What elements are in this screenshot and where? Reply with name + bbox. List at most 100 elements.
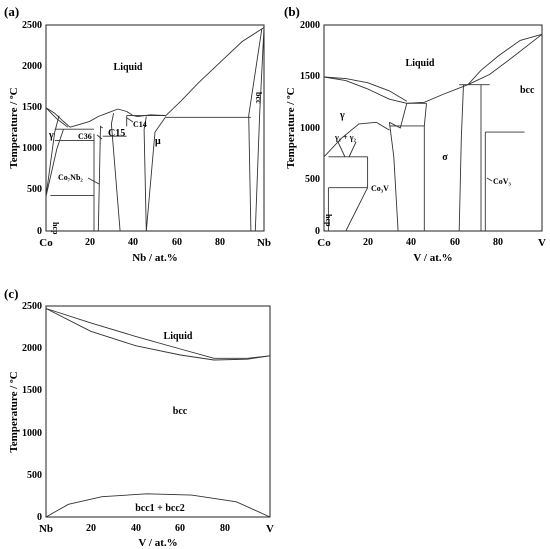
x-tick-label: 20 <box>86 523 96 534</box>
phase-boundary-curve <box>406 84 469 104</box>
phase-label-hcp: hcp <box>51 222 60 235</box>
y-tick-label: 500 <box>27 470 42 481</box>
y-axis-title: Temperature / ºC <box>285 87 297 168</box>
x-tick-label: 80 <box>493 237 503 248</box>
phase-label-co7nb2: Co₇Nb₂ <box>58 173 83 182</box>
phase-boundary-curve <box>69 108 119 128</box>
x-end-label: Co <box>317 237 331 249</box>
phase-label-bcc: bcc <box>254 92 263 104</box>
panel-b: (b) 0 500 1000 1500 2000 Co 20 40 60 80 … <box>284 4 546 264</box>
label-pointer <box>486 177 493 182</box>
y-tick-label: 2000 <box>22 61 42 72</box>
label-pointer <box>337 141 346 158</box>
plot-frame <box>323 24 543 232</box>
y-axis-title: Temperature / ºC <box>8 371 20 452</box>
phase-boundary-curve <box>45 107 69 128</box>
label-pointer <box>126 117 134 123</box>
label-pointer <box>87 177 100 185</box>
curves <box>45 27 265 232</box>
x-axis-title: V / at.% <box>413 252 452 264</box>
phase-boundary-curve <box>323 76 408 102</box>
phase-boundary-curve <box>143 116 147 232</box>
phase-label-gamma: γ <box>48 130 54 141</box>
phase-boundary-curve <box>110 113 121 232</box>
phase-label-c36: C36 <box>78 132 92 141</box>
label-pointer <box>348 141 357 158</box>
phase-boundary-curve <box>458 84 464 232</box>
panel-letter: (c) <box>4 286 18 301</box>
phase-label-c15: C15 <box>108 128 125 139</box>
phase-label-co3v: Co₃V <box>371 184 389 193</box>
x-end-label: V <box>538 237 546 249</box>
phase-label-gamma1-gamma2: γ₁ + γ₂ <box>334 133 356 142</box>
phase-boundary-curve <box>97 125 103 232</box>
x-tick-label: 40 <box>131 523 141 534</box>
panel-letter: (b) <box>284 4 300 19</box>
phase-boundary-curve <box>45 129 64 197</box>
y-tick-label: 1500 <box>300 71 320 82</box>
phase-boundary-curve <box>467 33 543 86</box>
tie-lines <box>328 84 525 189</box>
y-tick-label: 1000 <box>300 123 320 134</box>
panel-letter: (a) <box>4 4 19 19</box>
x-tick-label: 60 <box>172 237 182 248</box>
y-tick-label: 500 <box>305 174 320 185</box>
phase-boundary-curve <box>145 116 167 232</box>
phase-boundary-curve <box>323 76 407 104</box>
phase-label-bcc: bcc <box>173 406 188 417</box>
y-tick-label: 2500 <box>22 301 42 312</box>
curves <box>45 308 271 518</box>
y-tick-label: 1000 <box>22 428 42 439</box>
phase-boundary-curve <box>467 33 543 86</box>
x-end-label: Nb <box>257 237 271 249</box>
x-end-label: V <box>266 523 274 535</box>
phase-boundary-curve <box>248 29 263 232</box>
y-tick-label: 1500 <box>22 385 42 396</box>
y-tick-label: 1000 <box>22 143 42 154</box>
x-axis-title: Nb / at.% <box>132 252 178 264</box>
phase-label-c14: C14 <box>133 120 147 129</box>
y-tick-label: 2000 <box>300 20 320 31</box>
phase-label-bcc: bcc <box>520 85 535 96</box>
phase-boundary-curve <box>388 122 399 232</box>
x-tick-label: 60 <box>450 237 460 248</box>
phase-label-liquid: Liquid <box>406 58 435 69</box>
y-tick-label: 2000 <box>22 343 42 354</box>
x-tick-label: 60 <box>175 523 185 534</box>
y-tick-label: 2500 <box>22 20 42 31</box>
phase-boundary-curve <box>323 121 390 158</box>
phase-label-cov3: CoV₃ <box>493 177 512 186</box>
x-tick-label: 80 <box>215 237 225 248</box>
phase-label-sigma: σ <box>442 152 448 163</box>
x-tick-label: 20 <box>85 237 95 248</box>
phase-boundary-curve <box>117 108 138 117</box>
x-axis-title: V / at.% <box>138 537 177 549</box>
x-tick-label: 40 <box>406 237 416 248</box>
phase-boundary-curve <box>45 308 271 361</box>
tie-lines <box>50 115 251 197</box>
phase-label-bcc1-bcc2: bcc1 + bcc2 <box>135 503 185 514</box>
y-tick-label: 0 <box>37 512 42 523</box>
phase-boundary-curve <box>45 115 60 197</box>
y-axis-title: Temperature / ºC <box>8 87 20 168</box>
y-tick-label: 500 <box>27 184 42 195</box>
phase-label-mu: μ <box>155 136 161 147</box>
phase-label-gamma: γ <box>339 110 345 121</box>
phase-boundary-curve <box>345 156 369 232</box>
panel-c: (c) 0 500 1000 1500 2000 2500 Nb 20 40 6… <box>4 286 274 549</box>
panel-a: (a) 0 500 1000 1500 2000 2500 Co 20 40 6… <box>4 4 271 264</box>
x-tick-label: 20 <box>363 237 373 248</box>
phase-boundary-curve <box>45 308 271 359</box>
phase-boundary-curve <box>254 27 265 232</box>
phase-boundary-curve <box>45 107 71 128</box>
phase-label-liquid: Liquid <box>114 62 143 73</box>
phase-boundary-curve <box>389 103 408 129</box>
y-tick-label: 1500 <box>22 102 42 113</box>
plot-frame <box>45 305 271 518</box>
x-end-label: Co <box>39 237 53 249</box>
y-tick-label: 0 <box>37 226 42 237</box>
phase-boundary-curve <box>45 493 271 518</box>
y-tick-label: 0 <box>315 226 320 237</box>
plot-frame <box>45 24 265 232</box>
